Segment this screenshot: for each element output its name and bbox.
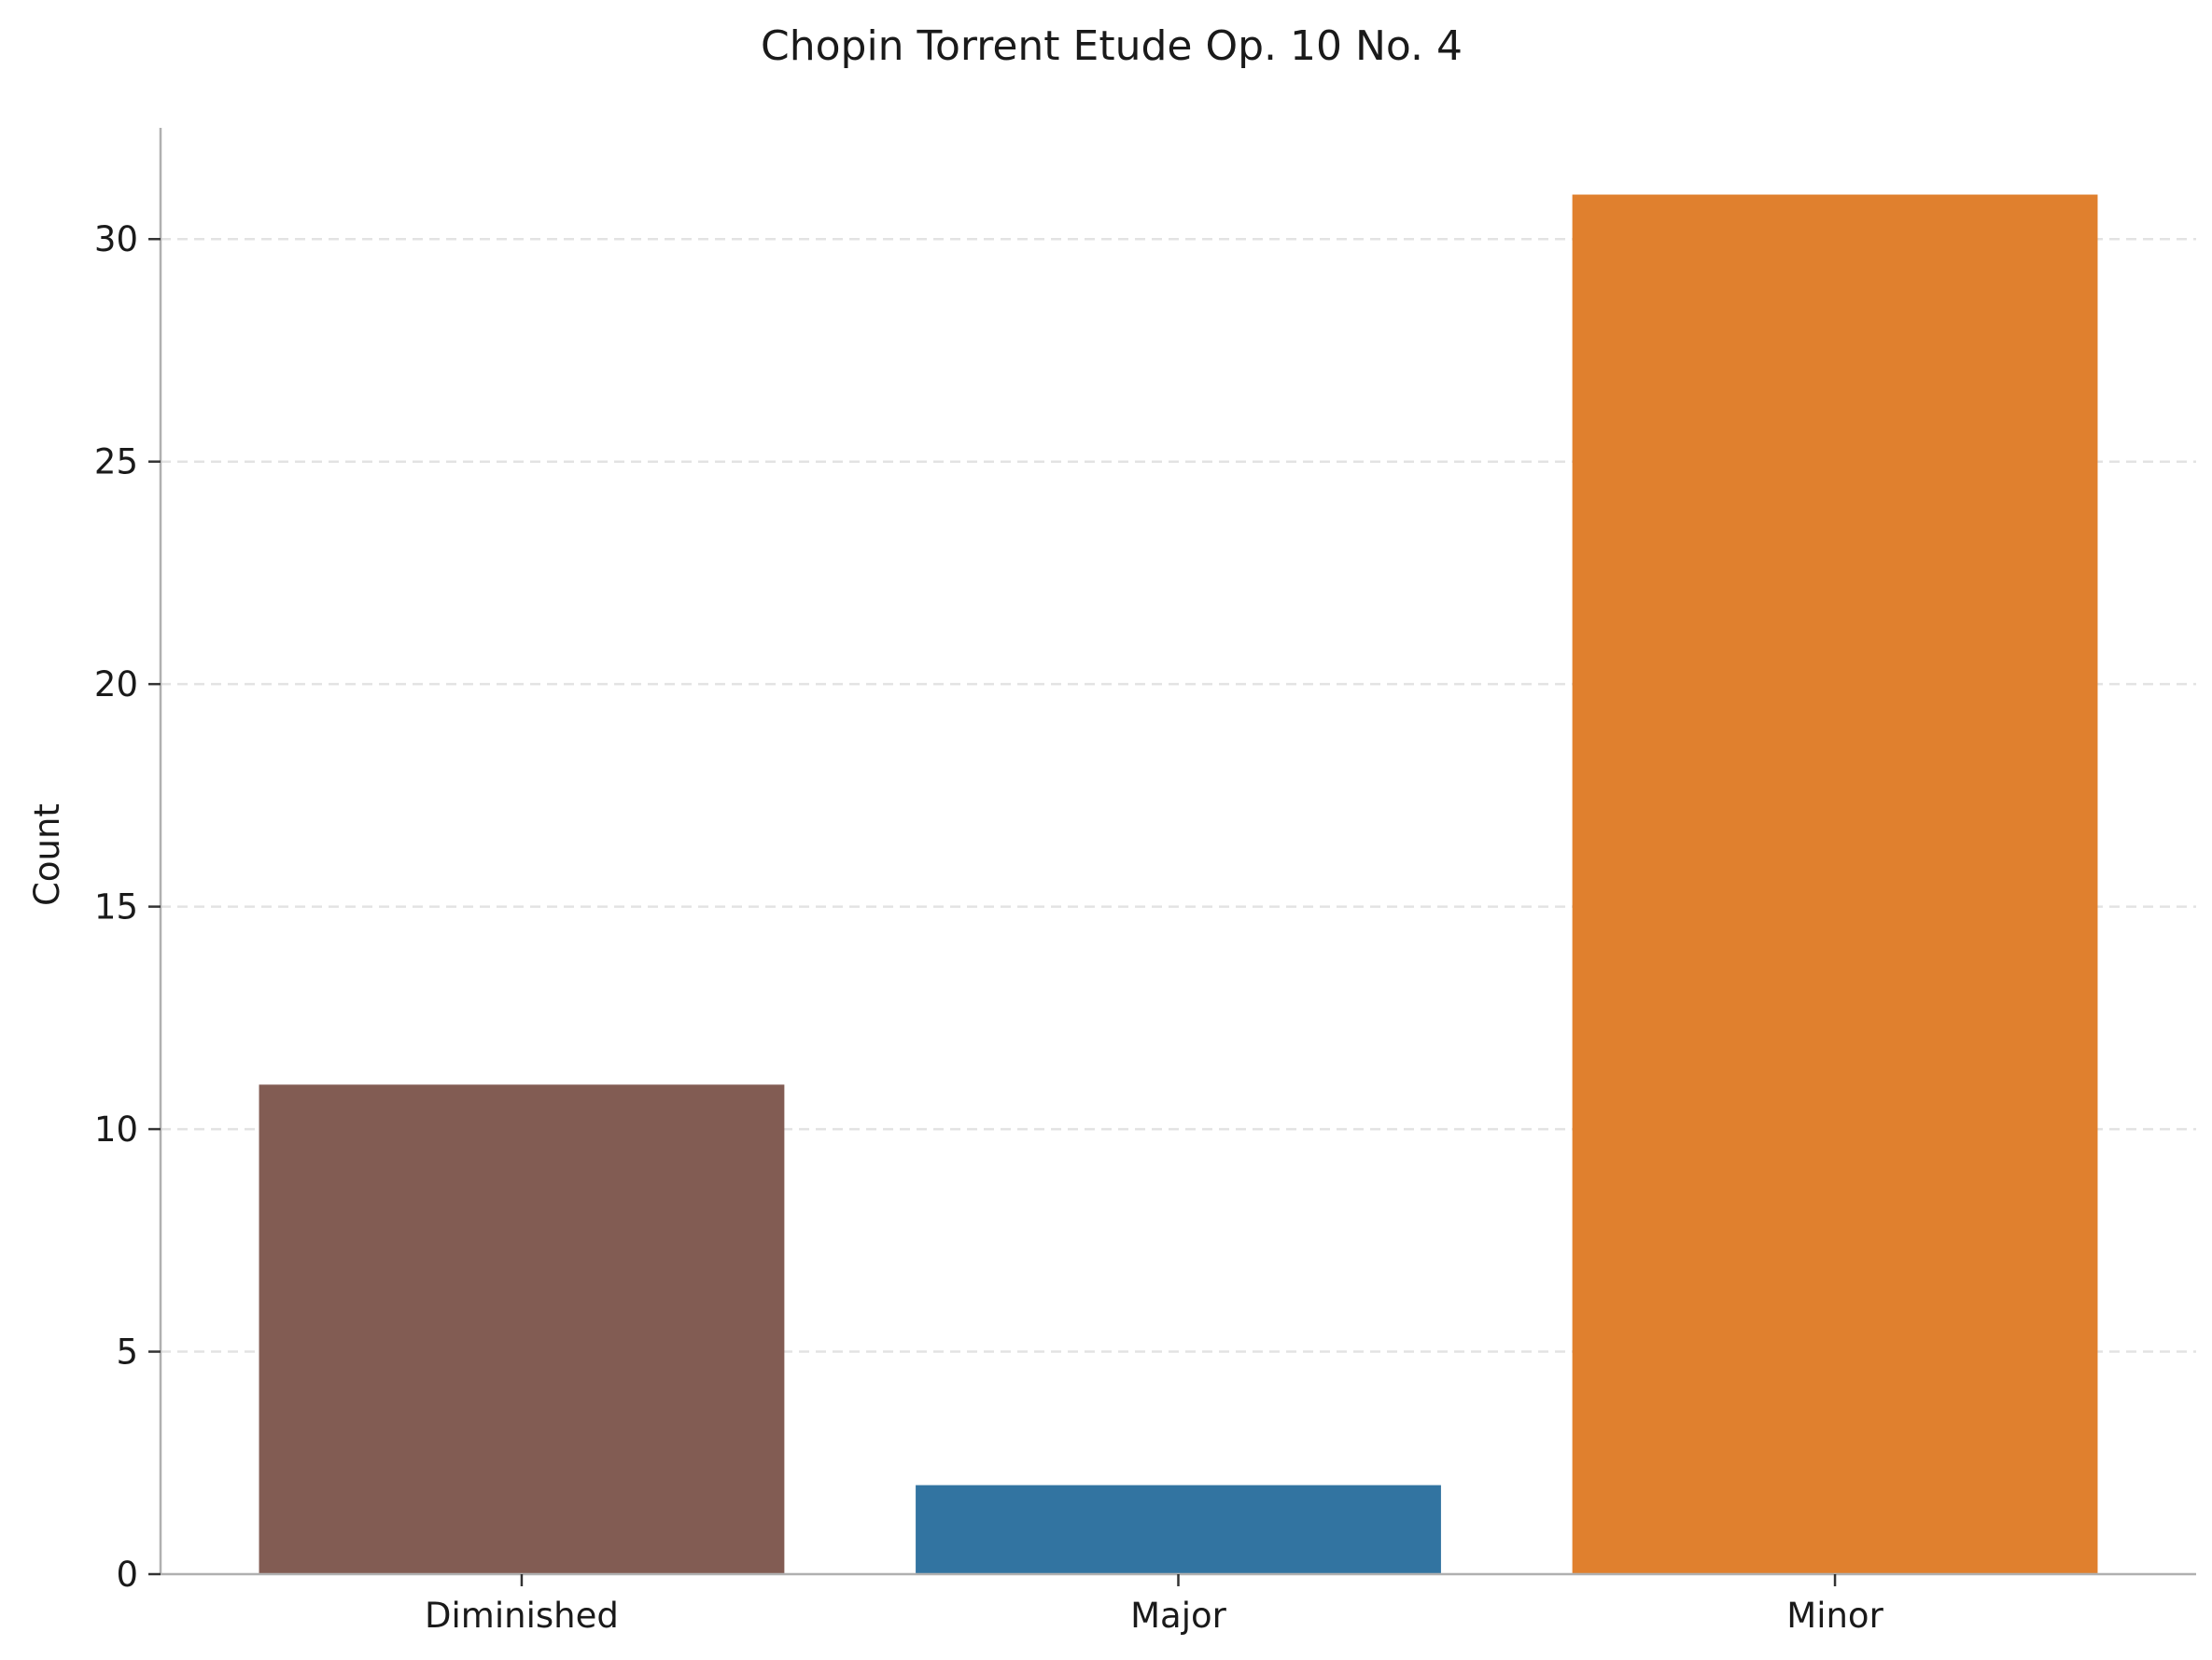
x-tick-label-minor: Minor	[1786, 1596, 1883, 1636]
y-tick-label-30: 30	[94, 219, 138, 259]
x-ticks: Diminished Major Minor	[425, 1574, 1884, 1636]
y-tick-label-25: 25	[94, 442, 138, 482]
bar-minor	[1572, 194, 2098, 1575]
y-tick-label-15: 15	[94, 887, 138, 928]
x-tick-label-diminished: Diminished	[425, 1596, 619, 1636]
y-tick-label-5: 5	[116, 1332, 138, 1373]
bar-diminished	[259, 1084, 785, 1574]
y-axis-label: Count	[27, 803, 67, 906]
y-ticks: 0 5 10 15 20 25 30	[94, 219, 161, 1595]
x-tick-label-major: Major	[1130, 1596, 1227, 1636]
y-tick-label-0: 0	[116, 1555, 138, 1595]
y-tick-label-10: 10	[94, 1109, 138, 1150]
y-tick-label-20: 20	[94, 664, 138, 704]
bars	[259, 194, 2098, 1575]
bar-major	[916, 1485, 1441, 1574]
chart-title: Chopin Torrent Etude Op. 10 No. 4	[761, 22, 1463, 70]
